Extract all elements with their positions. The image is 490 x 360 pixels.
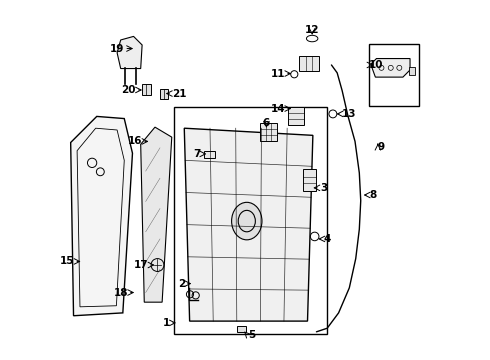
Text: 7: 7 xyxy=(194,149,201,159)
Text: 11: 11 xyxy=(270,68,285,78)
Text: 21: 21 xyxy=(172,89,187,99)
Text: 3: 3 xyxy=(320,183,327,193)
Text: 5: 5 xyxy=(248,330,255,341)
Bar xyxy=(369,44,418,106)
Polygon shape xyxy=(117,36,142,68)
Text: 4: 4 xyxy=(323,234,331,244)
Text: 1: 1 xyxy=(163,318,170,328)
Text: 18: 18 xyxy=(113,288,128,297)
Text: 20: 20 xyxy=(121,85,136,95)
Bar xyxy=(260,123,277,141)
Bar xyxy=(173,107,327,334)
Bar xyxy=(303,169,317,192)
Text: 17: 17 xyxy=(134,260,148,270)
Text: 14: 14 xyxy=(270,104,285,113)
Bar xyxy=(409,67,415,75)
Text: 2: 2 xyxy=(178,279,185,289)
Bar xyxy=(237,327,246,332)
Text: 15: 15 xyxy=(60,256,74,266)
Bar xyxy=(204,151,215,158)
Text: 8: 8 xyxy=(369,190,376,200)
Text: 19: 19 xyxy=(110,44,124,54)
Text: 12: 12 xyxy=(305,25,319,35)
Text: 13: 13 xyxy=(342,109,357,119)
Ellipse shape xyxy=(232,202,262,240)
Bar xyxy=(288,107,304,125)
Polygon shape xyxy=(141,127,172,302)
Bar xyxy=(142,84,151,95)
Polygon shape xyxy=(371,59,410,77)
Bar xyxy=(160,89,168,99)
Polygon shape xyxy=(184,128,313,321)
Text: 9: 9 xyxy=(378,142,385,152)
Text: 10: 10 xyxy=(368,60,383,70)
Polygon shape xyxy=(71,116,132,316)
Bar xyxy=(299,57,319,71)
Text: 16: 16 xyxy=(127,136,142,147)
Text: 6: 6 xyxy=(263,118,270,128)
